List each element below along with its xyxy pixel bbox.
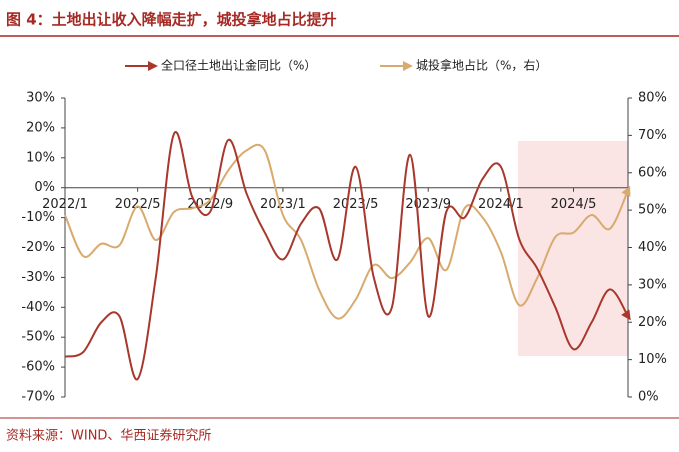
y2-tick-label: 10% <box>638 352 667 367</box>
series-line <box>64 143 631 320</box>
legend-label: 全口径土地出让金同比（%） <box>161 58 316 73</box>
y-tick-label: -60% <box>21 360 55 375</box>
x-tick-label: 2023/9 <box>405 197 451 212</box>
x-tick-label: 2022/1 <box>42 197 88 212</box>
x-tick-label: 2024/1 <box>478 197 524 212</box>
y-tick-label: -70% <box>21 390 55 405</box>
chart-title: 图 4：土地出让收入降幅走扩，城投拿地占比提升 <box>6 11 337 29</box>
y-tick-label: -50% <box>21 330 55 345</box>
y-tick-label: 10% <box>26 150 55 165</box>
y2-tick-label: 0% <box>638 390 659 405</box>
y2-tick-label: 50% <box>638 203 667 218</box>
y2-tick-label: 60% <box>638 165 667 180</box>
y2-tick-label: 40% <box>638 240 667 255</box>
y-tick-label: 30% <box>26 91 55 106</box>
y-tick-label: -20% <box>21 240 55 255</box>
source-note: 资料来源：WIND、华西证券研究所 <box>6 428 211 444</box>
x-tick-label: 2024/5 <box>551 197 597 212</box>
y-tick-label: -30% <box>21 270 55 285</box>
y2-tick-label: 20% <box>638 315 667 330</box>
y-tick-label: -10% <box>21 210 55 225</box>
legend-label: 城投拿地占比（%，右） <box>416 58 547 73</box>
highlight-region <box>518 141 628 356</box>
y-tick-label: 0% <box>34 180 55 195</box>
x-tick-label: 2023/5 <box>333 197 379 212</box>
y-tick-label: -40% <box>21 300 55 315</box>
y2-tick-label: 80% <box>638 91 667 106</box>
x-tick-label: 2023/1 <box>260 197 306 212</box>
series-line <box>64 131 631 381</box>
x-tick-label: 2022/5 <box>115 197 161 212</box>
y-tick-label: 20% <box>26 120 55 135</box>
y2-tick-label: 30% <box>638 277 667 292</box>
y2-tick-label: 70% <box>638 128 667 143</box>
